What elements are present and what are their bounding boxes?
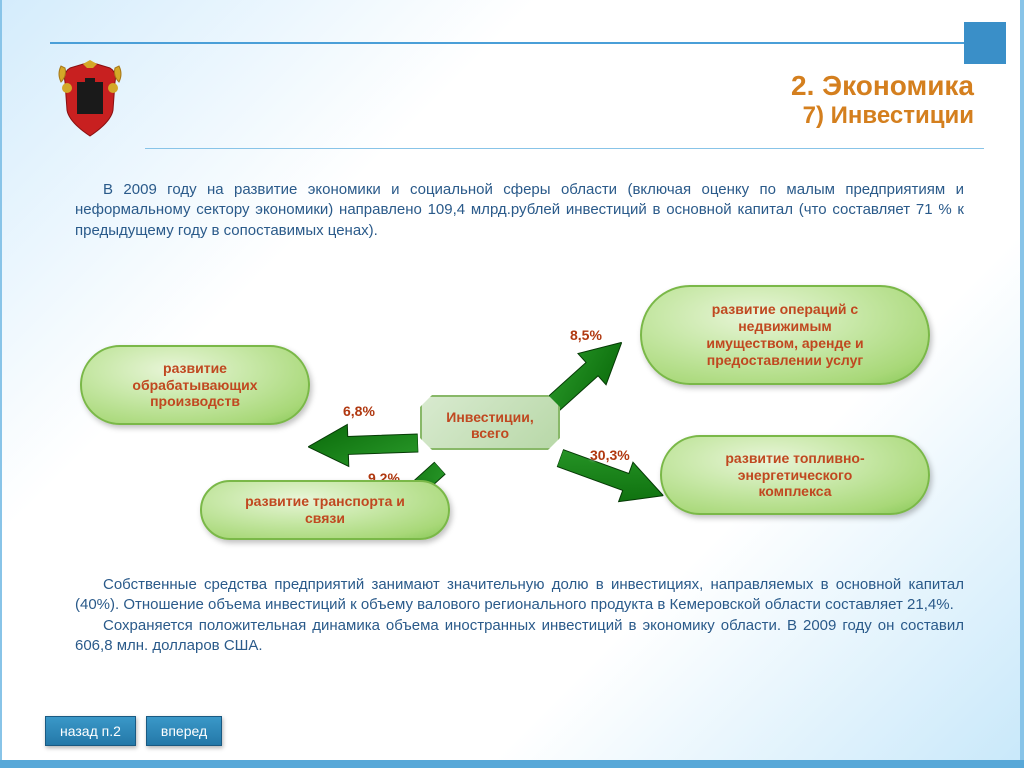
border-bottom — [0, 760, 1024, 768]
node-realestate-label: развитие операций с недвижимым имущество… — [706, 301, 863, 368]
outro-block: Собственные средства предприятий занимаю… — [75, 575, 964, 656]
header-line — [50, 42, 1004, 44]
title-block: 2. Экономика 7) Инвестиции — [791, 70, 974, 130]
node-fuel-label: развитие топливно- энергетического компл… — [725, 450, 864, 500]
arrow-label-fuel: 30,3% — [590, 447, 630, 463]
node-transport-label: развитие транспорта и связи — [245, 493, 405, 527]
corner-box — [964, 22, 1006, 64]
page-title-sub: 7) Инвестиции — [791, 102, 974, 130]
back-button[interactable]: назад п.2 — [45, 716, 136, 746]
node-transport: развитие транспорта и связи — [200, 480, 450, 540]
arrow-manufacturing — [307, 420, 419, 470]
emblem-icon — [55, 60, 125, 140]
center-node-label: Инвестиции, всего — [440, 409, 540, 441]
outro-p2: Сохраняется положительная динамика объем… — [75, 617, 964, 654]
sub-line — [145, 148, 984, 149]
node-fuel: развитие топливно- энергетического компл… — [660, 435, 930, 515]
outro-p1: Собственные средства предприятий занимаю… — [75, 576, 964, 613]
intro-text: В 2009 году на развитие экономики и соци… — [75, 181, 964, 239]
arrow-label-manufacturing: 6,8% — [343, 403, 375, 419]
forward-button[interactable]: вперед — [146, 716, 222, 746]
arrow-label-realestate: 8,5% — [570, 327, 602, 343]
page-title-main: 2. Экономика — [791, 70, 974, 102]
node-manufacturing-label: развитие обрабатывающих производств — [132, 360, 257, 410]
investment-diagram: 6,8% 9,2% 8,5% 30,3% Инвестиции, всего р… — [0, 285, 1024, 565]
node-manufacturing: развитие обрабатывающих производств — [80, 345, 310, 425]
node-realestate: развитие операций с недвижимым имущество… — [640, 285, 930, 385]
center-node: Инвестиции, всего — [420, 395, 560, 450]
intro-paragraph: В 2009 году на развитие экономики и соци… — [75, 180, 964, 241]
nav-buttons: назад п.2 вперед — [45, 716, 222, 746]
